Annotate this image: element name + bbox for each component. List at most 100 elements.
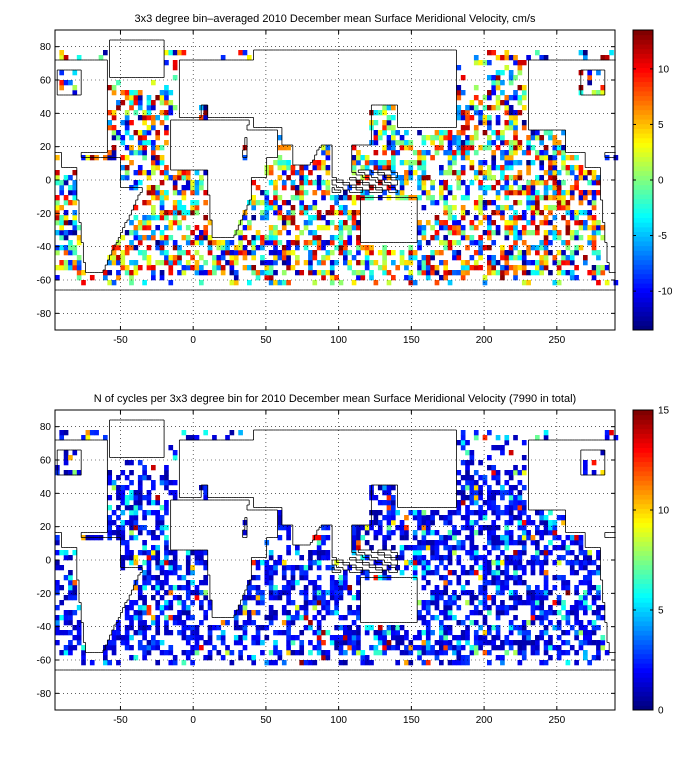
heatmap-cell	[220, 255, 226, 261]
heatmap-cell	[587, 240, 593, 246]
heatmap-cell	[569, 260, 575, 266]
heatmap-cell	[596, 280, 601, 286]
heatmap-cell	[565, 205, 571, 211]
heatmap-cell	[207, 220, 213, 226]
heatmap-cell	[382, 125, 387, 131]
heatmap-cell	[500, 580, 505, 586]
heatmap-cell	[59, 50, 65, 56]
heatmap-cell	[569, 605, 575, 611]
heatmap-cell	[412, 555, 418, 561]
heatmap-cell	[325, 610, 331, 616]
heatmap-cell	[277, 240, 283, 246]
heatmap-cell	[155, 545, 161, 551]
heatmap-cell	[185, 640, 191, 646]
heatmap-cell	[578, 50, 584, 56]
heatmap-cell	[151, 210, 156, 216]
colorbar-band	[633, 194, 653, 200]
heatmap-cell	[308, 260, 313, 266]
heatmap-cell	[399, 550, 405, 556]
heatmap-cell	[316, 180, 322, 186]
heatmap-cell	[268, 550, 274, 556]
heatmap-cell	[574, 560, 579, 566]
heatmap-cell	[194, 225, 200, 231]
heatmap-cell	[303, 225, 309, 231]
colorbar-band	[633, 297, 653, 303]
heatmap-cell	[116, 135, 121, 141]
heatmap-cell	[578, 190, 584, 196]
heatmap-cell	[312, 560, 318, 566]
heatmap-cell	[133, 95, 139, 101]
heatmap-cell	[521, 580, 527, 586]
heatmap-cell	[159, 610, 165, 616]
heatmap-cell	[513, 625, 518, 631]
heatmap-cell	[268, 650, 274, 656]
heatmap-cell	[212, 265, 217, 271]
heatmap-cell	[495, 190, 501, 196]
heatmap-cell	[417, 240, 422, 246]
heatmap-cell	[447, 215, 453, 221]
heatmap-cell	[600, 90, 606, 96]
heatmap-cell	[517, 555, 523, 561]
heatmap-cell	[168, 220, 174, 226]
heatmap-cell	[181, 610, 187, 616]
heatmap-cell	[251, 660, 257, 666]
heatmap-cell	[299, 615, 305, 621]
heatmap-cell	[303, 175, 309, 181]
heatmap-cell	[133, 560, 139, 566]
heatmap-cell	[539, 660, 545, 666]
heatmap-cell	[569, 235, 575, 241]
heatmap-cell	[569, 255, 575, 261]
heatmap-cell	[399, 255, 405, 261]
heatmap-cell	[504, 640, 510, 646]
heatmap-cell	[574, 235, 579, 241]
heatmap-cell	[168, 630, 174, 636]
heatmap-cell	[137, 550, 143, 556]
heatmap-cell	[535, 615, 540, 621]
heatmap-cell	[530, 200, 536, 206]
heatmap-cell	[583, 550, 588, 556]
heatmap-cell	[159, 235, 165, 241]
heatmap-cell	[421, 570, 427, 576]
heatmap-cell	[238, 655, 243, 661]
heatmap-cell	[120, 120, 126, 126]
heatmap-cell	[482, 60, 488, 66]
heatmap-cell	[299, 170, 305, 176]
heatmap-cell	[290, 575, 296, 581]
heatmap-cell	[587, 620, 593, 626]
heatmap-cell	[421, 160, 427, 166]
heatmap-cell	[68, 250, 73, 256]
heatmap-cell	[513, 225, 518, 231]
heatmap-cell	[120, 560, 126, 566]
heatmap-cell	[281, 560, 287, 566]
heatmap-cell	[72, 590, 78, 596]
heatmap-cell	[482, 600, 488, 606]
heatmap-cell	[312, 250, 318, 256]
heatmap-cell	[495, 565, 501, 571]
heatmap-cell	[543, 610, 549, 616]
heatmap-cell	[552, 205, 558, 211]
heatmap-cell	[460, 645, 466, 651]
heatmap-cell	[574, 165, 579, 171]
heatmap-cell	[281, 180, 287, 186]
heatmap-cell	[521, 185, 527, 191]
heatmap-cell	[417, 600, 422, 606]
heatmap-cell	[469, 550, 475, 556]
heatmap-cell	[478, 585, 483, 591]
x-tick-label: 50	[260, 335, 272, 346]
heatmap-cell	[268, 660, 274, 666]
heatmap-cell	[89, 275, 95, 281]
heatmap-cell	[155, 155, 161, 161]
heatmap-cell	[181, 265, 187, 271]
heatmap-cell	[530, 590, 536, 596]
heatmap-cell	[587, 585, 593, 591]
heatmap-cell	[225, 650, 230, 656]
heatmap-cell	[295, 195, 300, 201]
heatmap-cell	[299, 565, 305, 571]
heatmap-cell	[316, 575, 322, 581]
heatmap-cell	[286, 145, 291, 151]
heatmap-cell	[421, 560, 427, 566]
heatmap-cell	[312, 200, 318, 206]
heatmap-cell	[465, 660, 470, 666]
heatmap-cell	[312, 165, 318, 171]
heatmap-cell	[63, 180, 69, 186]
